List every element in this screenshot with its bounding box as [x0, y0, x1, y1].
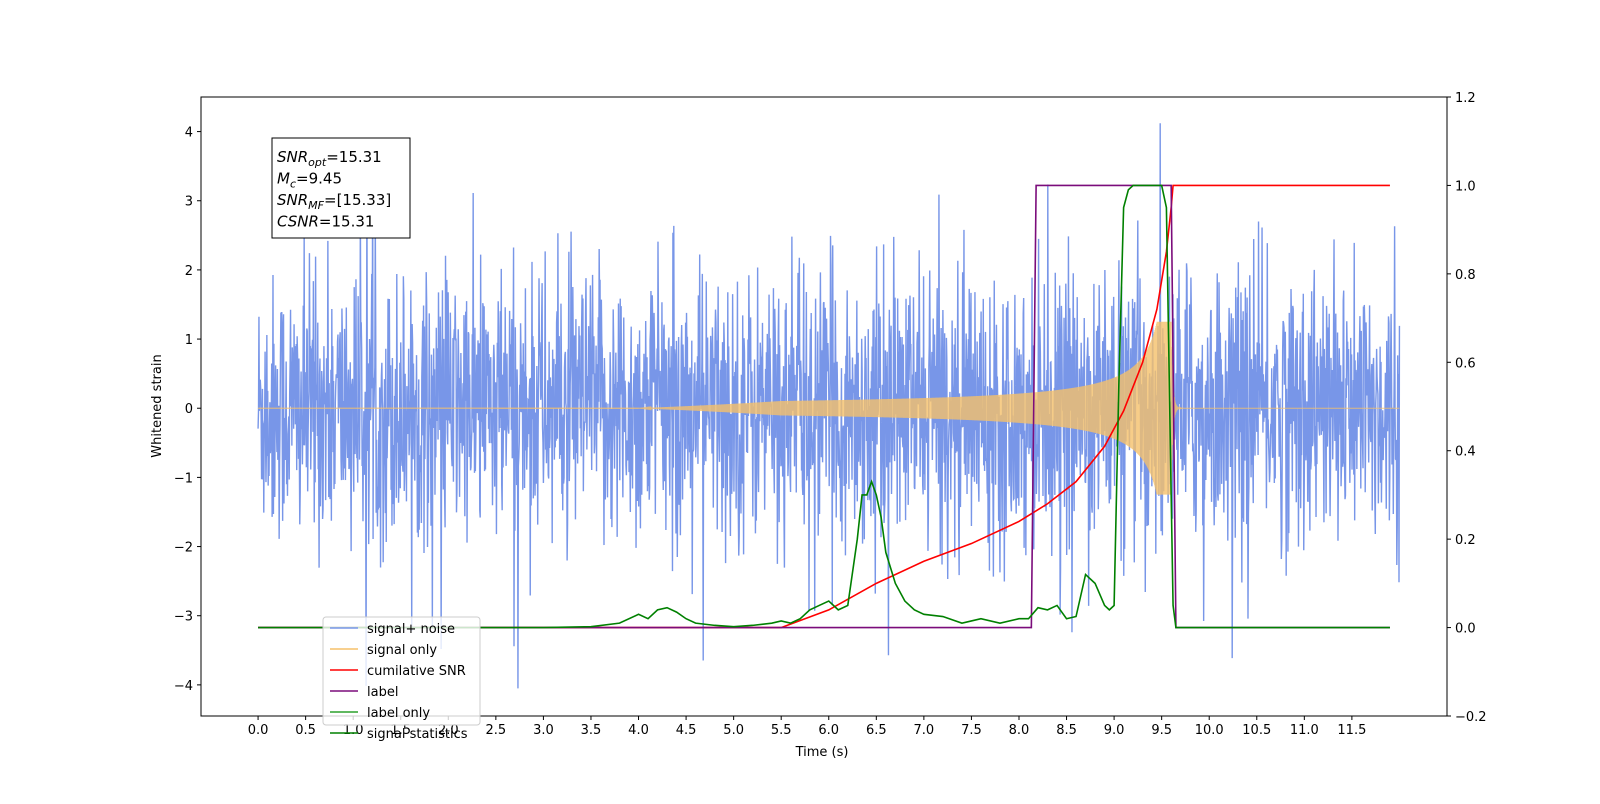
x-tick-label: 2.0 — [438, 723, 459, 738]
y-left-tick-label: 3 — [185, 195, 193, 210]
y-right-tick-label: 1.2 — [1455, 91, 1476, 106]
x-axis: 0.0 0.5 1.0 1.5 2.0 2.5 3.0 3.5 4.0 4.5 5.0 5.5 6.0 6… — [248, 716, 1366, 738]
legend-entry-cumilative-snr: cumilative SNR — [367, 664, 466, 679]
legend-entry-signal-only: signal only — [367, 643, 437, 658]
x-tick-label: 1.5 — [390, 723, 411, 738]
y-left-tick-label: −3 — [174, 610, 193, 625]
x-tick-label: 0.0 — [248, 723, 269, 738]
x-tick-label: 3.5 — [581, 723, 602, 738]
x-tick-label: 8.5 — [1056, 723, 1077, 738]
annotation-symbol: CSNR — [277, 213, 319, 231]
plot-area — [257, 123, 1401, 689]
y-left-tick-label: 4 — [185, 126, 193, 141]
annotation-symbol: M — [277, 170, 290, 188]
legend-entry-signal-statistics: signal statistics — [367, 727, 468, 742]
x-tick-label: 4.5 — [676, 723, 697, 738]
x-axis-label: Time (s) — [795, 745, 849, 760]
y-left-tick-label: 2 — [185, 264, 193, 279]
x-tick-label: 2.5 — [486, 723, 507, 738]
annotation-subscript: opt — [308, 156, 327, 169]
x-tick-label: 11.0 — [1290, 723, 1319, 738]
x-tick-label: 1.0 — [343, 723, 364, 738]
annotation-line: SNRopt=15.31 — [277, 148, 382, 169]
x-tick-label: 9.0 — [1104, 723, 1125, 738]
x-tick-label: 9.5 — [1151, 723, 1172, 738]
y-axis-left: −4 −3 −2 −1 0 1 2 3 4 — [174, 126, 201, 694]
y-left-tick-label: 1 — [185, 333, 193, 348]
legend-entry-signal-noise: signal+ noise — [367, 622, 455, 637]
x-tick-label: 7.5 — [961, 723, 982, 738]
series-signal-only-line — [257, 321, 1400, 495]
annotation-symbol: SNR — [277, 148, 308, 166]
x-tick-label: 7.0 — [914, 723, 935, 738]
y-right-tick-label: 0.8 — [1455, 268, 1476, 283]
y-right-tick-label: 0.6 — [1455, 356, 1476, 371]
y-axis-label: Whitened strain — [150, 354, 165, 457]
series-signal-noise-line — [257, 123, 1401, 689]
y-left-tick-label: 0 — [185, 402, 193, 417]
annotation-line: CSNR=15.31 — [277, 213, 374, 231]
annotation-box: SNRopt=15.31Mc=9.45SNRMF=[15.33]CSNR=15.… — [271, 137, 411, 239]
x-tick-label: 0.5 — [295, 723, 316, 738]
legend-entry-label-only: label only — [367, 706, 430, 721]
annotation-line: Mc=9.45 — [277, 170, 342, 191]
plot-frame — [200, 96, 1448, 717]
x-tick-label: 11.5 — [1337, 723, 1366, 738]
y-right-tick-label: 1.0 — [1455, 179, 1476, 194]
y-right-tick-label: 0.2 — [1455, 533, 1476, 548]
annotation-value: =[15.33] — [324, 191, 391, 209]
annotation-value: =15.31 — [319, 213, 375, 231]
y-left-tick-label: −4 — [174, 679, 193, 694]
y-left-tick-label: −1 — [174, 471, 193, 486]
annotation-subscript: MF — [308, 199, 324, 212]
y-left-tick-label: −2 — [174, 541, 193, 556]
annotation-value: =15.31 — [326, 148, 382, 166]
series-cumilative-snr-line — [258, 184, 1390, 629]
y-right-tick-label: 0.0 — [1455, 622, 1476, 637]
annotation-subscript: c — [290, 178, 296, 191]
y-axis-right: −0.2 0.0 0.2 0.4 0.6 0.8 1.0 1.2 — [1447, 91, 1487, 725]
x-tick-label: 10.0 — [1195, 723, 1224, 738]
annotation-value: =9.45 — [296, 170, 342, 188]
legend: signal+ noise signal only cumilative SNR la… — [322, 616, 481, 742]
annotation-frame — [271, 137, 411, 239]
x-tick-label: 6.0 — [818, 723, 839, 738]
series-signal-statistics-line — [258, 184, 1390, 629]
x-tick-label: 10.5 — [1242, 723, 1271, 738]
legend-entry-label: label — [367, 685, 398, 700]
legend-frame — [322, 616, 481, 726]
annotation-line: SNRMF=[15.33] — [277, 191, 391, 212]
x-tick-label: 3.0 — [533, 723, 554, 738]
y-right-tick-label: 0.4 — [1455, 445, 1476, 460]
x-tick-label: 4.0 — [628, 723, 649, 738]
x-tick-label: 8.0 — [1009, 723, 1030, 738]
x-tick-label: 6.5 — [866, 723, 887, 738]
annotation-symbol: SNR — [277, 191, 308, 209]
x-tick-label: 5.5 — [771, 723, 792, 738]
x-tick-label: 5.0 — [723, 723, 744, 738]
y-right-tick-label: −0.2 — [1455, 710, 1487, 725]
